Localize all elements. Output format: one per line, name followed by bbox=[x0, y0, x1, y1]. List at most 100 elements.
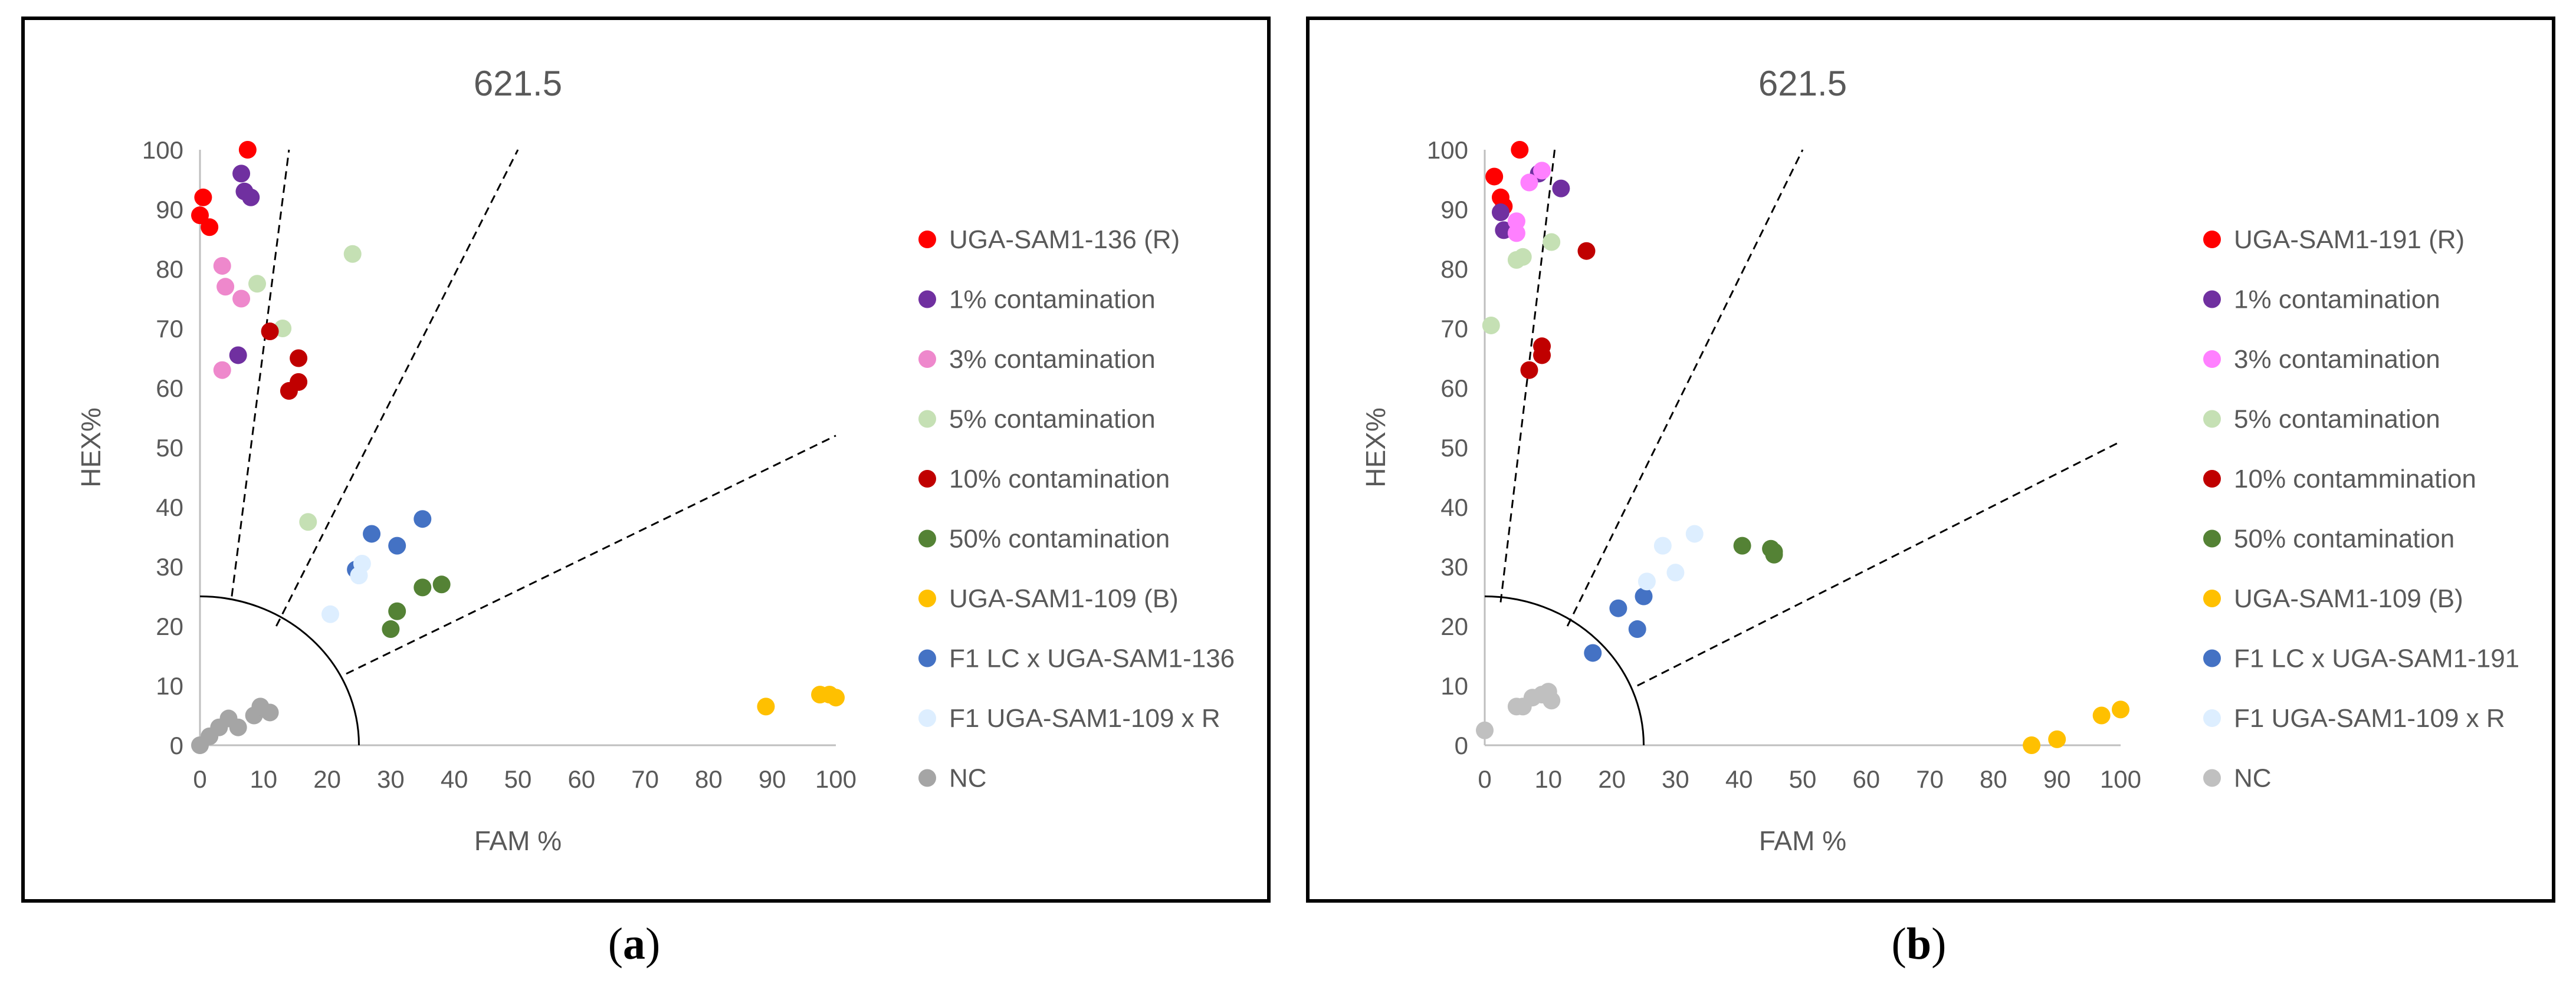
legend-marker bbox=[918, 231, 936, 248]
y-tick-label: 20 bbox=[1440, 613, 1468, 640]
x-tick-label: 30 bbox=[1662, 765, 1689, 793]
legend-label: NC bbox=[2234, 764, 2272, 793]
threshold-arc bbox=[199, 595, 360, 746]
legend-label: F1 LC x UGA-SAM1-191 bbox=[2234, 644, 2519, 673]
data-point bbox=[432, 575, 451, 594]
x-tick-label: 100 bbox=[815, 765, 857, 793]
x-tick-label: 0 bbox=[193, 765, 206, 793]
legend-marker bbox=[2203, 350, 2221, 368]
y-tick-label: 70 bbox=[156, 315, 183, 343]
x-tick-label: 80 bbox=[1980, 765, 2007, 793]
x-tick-label: 70 bbox=[1916, 765, 1944, 793]
data-point bbox=[261, 703, 279, 722]
legend-marker bbox=[2203, 231, 2221, 248]
legend-marker bbox=[918, 470, 936, 488]
data-point bbox=[1653, 537, 1672, 555]
data-point bbox=[194, 188, 212, 206]
data-point bbox=[321, 605, 339, 623]
data-point bbox=[388, 537, 406, 555]
legend-marker bbox=[918, 529, 936, 548]
data-point bbox=[414, 510, 432, 528]
y-tick-label: 100 bbox=[142, 136, 183, 164]
y-tick-label: 10 bbox=[156, 672, 183, 700]
x-tick-label: 90 bbox=[2043, 765, 2071, 793]
data-point bbox=[343, 245, 362, 263]
data-point bbox=[1543, 692, 1561, 710]
y-tick-label: 10 bbox=[1440, 672, 1468, 700]
x-axis-label: FAM % bbox=[1759, 825, 1846, 856]
data-point bbox=[191, 206, 209, 225]
data-point bbox=[238, 141, 257, 159]
y-tick-label: 40 bbox=[156, 493, 183, 521]
data-point bbox=[229, 718, 247, 736]
y-tick-label: 60 bbox=[156, 374, 183, 402]
data-point bbox=[1482, 316, 1500, 334]
data-point bbox=[1520, 173, 1538, 192]
data-point bbox=[1514, 248, 1532, 266]
y-tick-label: 100 bbox=[1427, 136, 1468, 164]
data-point bbox=[1584, 644, 1602, 662]
legend-label: 10% contamination bbox=[949, 465, 1170, 493]
legend-label: 5% contamination bbox=[949, 405, 1156, 434]
legend-marker bbox=[918, 410, 936, 428]
data-point bbox=[248, 275, 267, 293]
data-point bbox=[1520, 361, 1538, 379]
data-point bbox=[827, 689, 845, 707]
cluster-boundary-line bbox=[1499, 149, 1556, 603]
y-tick-label: 0 bbox=[170, 732, 183, 759]
x-tick-label: 20 bbox=[313, 765, 341, 793]
data-point bbox=[2023, 736, 2041, 754]
data-point bbox=[1628, 620, 1646, 639]
data-point bbox=[1485, 167, 1504, 186]
data-point bbox=[1733, 537, 1751, 555]
data-point bbox=[1577, 242, 1596, 260]
y-axis-label: HEX% bbox=[1360, 407, 1391, 487]
x-tick-label: 50 bbox=[504, 765, 532, 793]
panel-caption-b: (b) bbox=[1891, 919, 1947, 969]
data-point bbox=[382, 620, 400, 639]
data-point bbox=[213, 361, 231, 379]
data-point bbox=[757, 697, 775, 716]
legend-label: 3% contamination bbox=[2234, 345, 2440, 374]
y-tick-label: 70 bbox=[1440, 315, 1468, 343]
data-point bbox=[1765, 545, 1783, 564]
data-point bbox=[1638, 572, 1656, 591]
legend-marker bbox=[2203, 709, 2221, 727]
legend-label: UGA-SAM1-191 (R) bbox=[2234, 225, 2465, 254]
y-tick-label: 60 bbox=[1440, 374, 1468, 402]
legend-marker bbox=[2203, 769, 2221, 787]
data-point bbox=[280, 382, 298, 400]
data-point bbox=[1635, 587, 1653, 606]
x-tick-label: 60 bbox=[567, 765, 595, 793]
y-tick-label: 30 bbox=[1440, 553, 1468, 581]
data-point bbox=[1609, 599, 1627, 617]
x-tick-label: 70 bbox=[631, 765, 659, 793]
data-point bbox=[261, 323, 279, 341]
legend-label: NC bbox=[949, 764, 987, 793]
data-point bbox=[2048, 730, 2066, 748]
x-tick-label: 40 bbox=[1725, 765, 1753, 793]
legend-label: 50% contamination bbox=[2234, 525, 2454, 554]
chart-title: 621.5 bbox=[474, 64, 562, 103]
y-tick-label: 90 bbox=[1440, 196, 1468, 223]
y-tick-label: 50 bbox=[156, 434, 183, 462]
legend-label: F1 UGA-SAM1-109 x R bbox=[949, 704, 1220, 733]
data-point bbox=[242, 188, 260, 206]
y-axis-label: HEX% bbox=[76, 407, 106, 487]
x-axis-label: FAM % bbox=[474, 825, 562, 856]
x-tick-label: 100 bbox=[2100, 765, 2141, 793]
legend-marker bbox=[2203, 590, 2221, 607]
y-tick-label: 50 bbox=[1440, 434, 1468, 462]
x-tick-label: 10 bbox=[250, 765, 277, 793]
legend-marker bbox=[2203, 410, 2221, 428]
legend-marker bbox=[2203, 649, 2221, 667]
y-tick-label: 80 bbox=[1440, 255, 1468, 283]
data-point bbox=[1533, 346, 1551, 364]
data-point bbox=[290, 349, 308, 367]
legend-marker bbox=[918, 769, 936, 787]
panel-caption-a: (a) bbox=[608, 919, 661, 969]
data-point bbox=[1476, 721, 1494, 739]
legend-marker bbox=[2203, 529, 2221, 548]
data-point bbox=[350, 567, 368, 585]
x-tick-label: 10 bbox=[1534, 765, 1562, 793]
